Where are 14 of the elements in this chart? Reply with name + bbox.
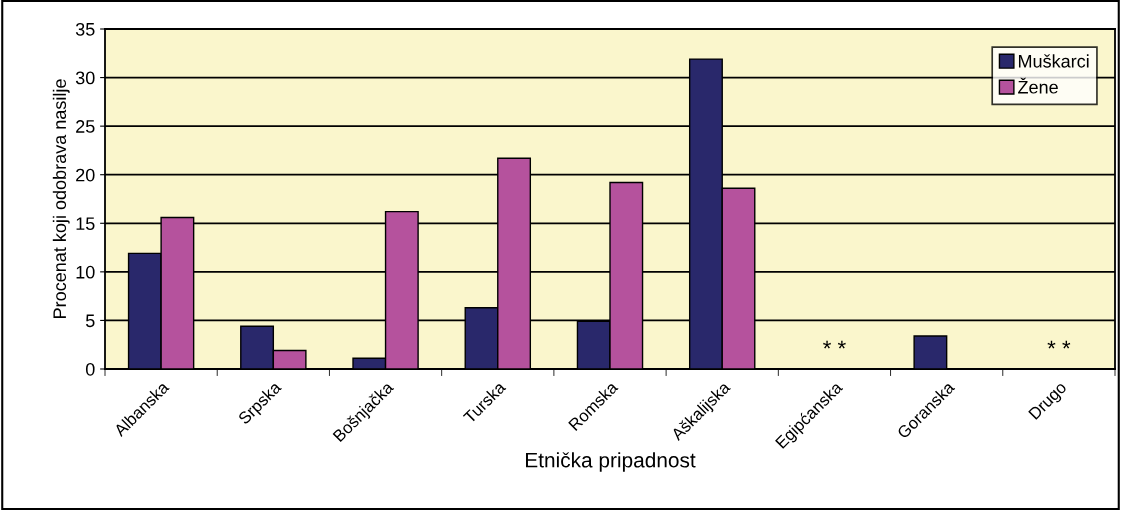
y-tick-label: 15 xyxy=(76,217,95,231)
y-tick-label: 30 xyxy=(75,71,95,85)
legend-label: Žene xyxy=(1018,77,1058,94)
annotation: * * xyxy=(1047,340,1071,349)
y-tick-label: 5 xyxy=(85,314,95,328)
y-tick-label: 10 xyxy=(76,265,95,279)
y-tick-label: 35 xyxy=(75,22,95,36)
annotation: * * xyxy=(823,340,846,349)
y-axis-title: Procenat koji odobrava nasilje xyxy=(52,79,70,318)
y-tick-label: 20 xyxy=(76,168,95,182)
legend-label: Muškarci xyxy=(1018,54,1089,68)
x-axis-title: Etnička pripadnost xyxy=(526,452,696,472)
y-tick-label: 0 xyxy=(85,362,95,376)
y-tick-label: 25 xyxy=(76,120,95,133)
